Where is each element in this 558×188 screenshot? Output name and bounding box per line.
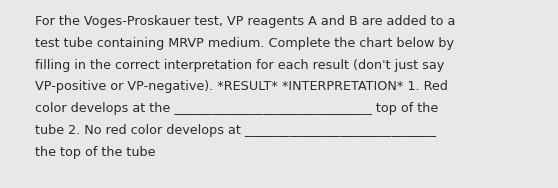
Text: For the Voges-Proskauer test, VP reagents A and B are added to a: For the Voges-Proskauer test, VP reagent… [35, 15, 455, 28]
Text: color develops at the _______________________________ top of the: color develops at the __________________… [35, 102, 438, 115]
Text: test tube containing MRVP medium. Complete the chart below by: test tube containing MRVP medium. Comple… [35, 37, 454, 50]
Text: tube 2. No red color develops at ______________________________: tube 2. No red color develops at _______… [35, 124, 436, 137]
Text: the top of the tube: the top of the tube [35, 146, 156, 159]
Text: VP-positive or VP-negative). *RESULT* *INTERPRETATION* 1. Red: VP-positive or VP-negative). *RESULT* *I… [35, 80, 448, 93]
Text: filling in the correct interpretation for each result (don't just say: filling in the correct interpretation fo… [35, 59, 444, 72]
